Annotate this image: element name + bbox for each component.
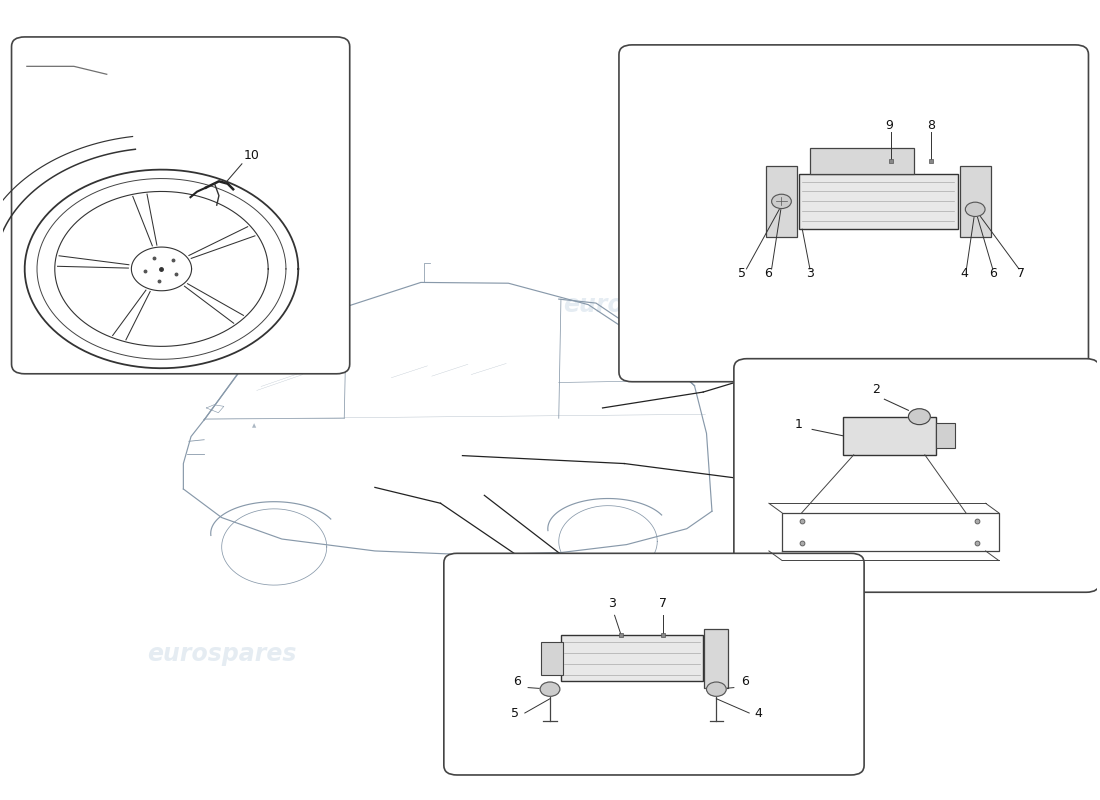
FancyBboxPatch shape [11,37,350,374]
Circle shape [966,202,984,217]
Bar [936,423,956,449]
Circle shape [909,409,931,425]
Bar [561,635,703,682]
Text: 1: 1 [795,418,803,431]
Text: 2: 2 [871,383,880,396]
Text: 8: 8 [927,119,935,133]
Text: ▲: ▲ [252,423,256,428]
Text: 3: 3 [608,598,616,610]
Text: 9: 9 [886,119,893,133]
FancyBboxPatch shape [619,45,1089,382]
Text: 6: 6 [989,267,997,280]
Circle shape [540,682,560,696]
Bar [960,166,990,237]
Text: eurospares: eurospares [563,293,713,317]
Text: 4: 4 [960,267,968,280]
FancyBboxPatch shape [443,554,865,775]
Bar [799,174,958,229]
Circle shape [706,682,726,696]
Text: 5: 5 [738,267,746,280]
Text: 3: 3 [806,267,814,280]
Text: eurospares: eurospares [563,642,713,666]
Text: eurospares: eurospares [147,293,296,317]
Bar [541,642,563,675]
Text: 4: 4 [754,707,762,720]
Text: 7: 7 [659,598,667,610]
Text: 5: 5 [512,707,519,720]
Circle shape [771,194,791,209]
Text: 6: 6 [764,267,772,280]
FancyBboxPatch shape [734,358,1099,592]
Text: 6: 6 [514,675,521,688]
Text: eurospares: eurospares [147,642,296,666]
Text: 7: 7 [1018,267,1025,280]
Bar [767,166,796,237]
Text: 6: 6 [741,675,749,688]
Bar [843,417,936,455]
Bar [810,148,914,174]
Text: 10: 10 [244,150,260,162]
Bar [704,629,728,687]
